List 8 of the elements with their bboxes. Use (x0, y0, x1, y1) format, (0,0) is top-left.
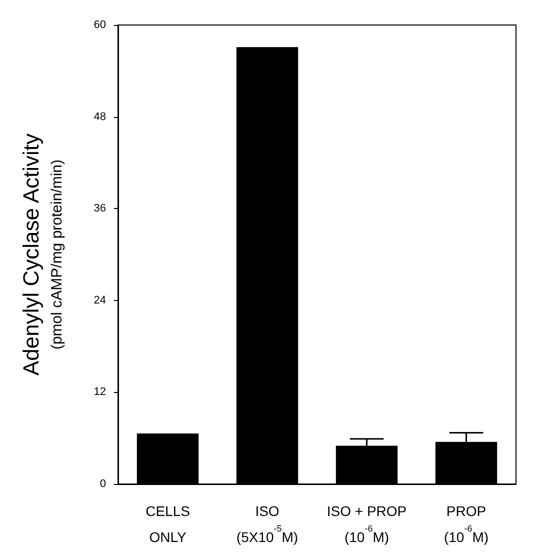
y-tick-label: 60 (94, 19, 106, 31)
x-tick-label: CELLS ONLY (146, 503, 190, 545)
y-tick-label: 12 (94, 386, 106, 398)
y-axis-title: Adenylyl Cyclase Activity (pmol cAMP/mg protein/min) (18, 133, 66, 376)
y-tick-label: 48 (94, 110, 106, 123)
y-tick-label: 0 (100, 478, 106, 490)
y-tick-label: 24 (94, 294, 106, 306)
y-tick-label: 36 (94, 202, 106, 215)
